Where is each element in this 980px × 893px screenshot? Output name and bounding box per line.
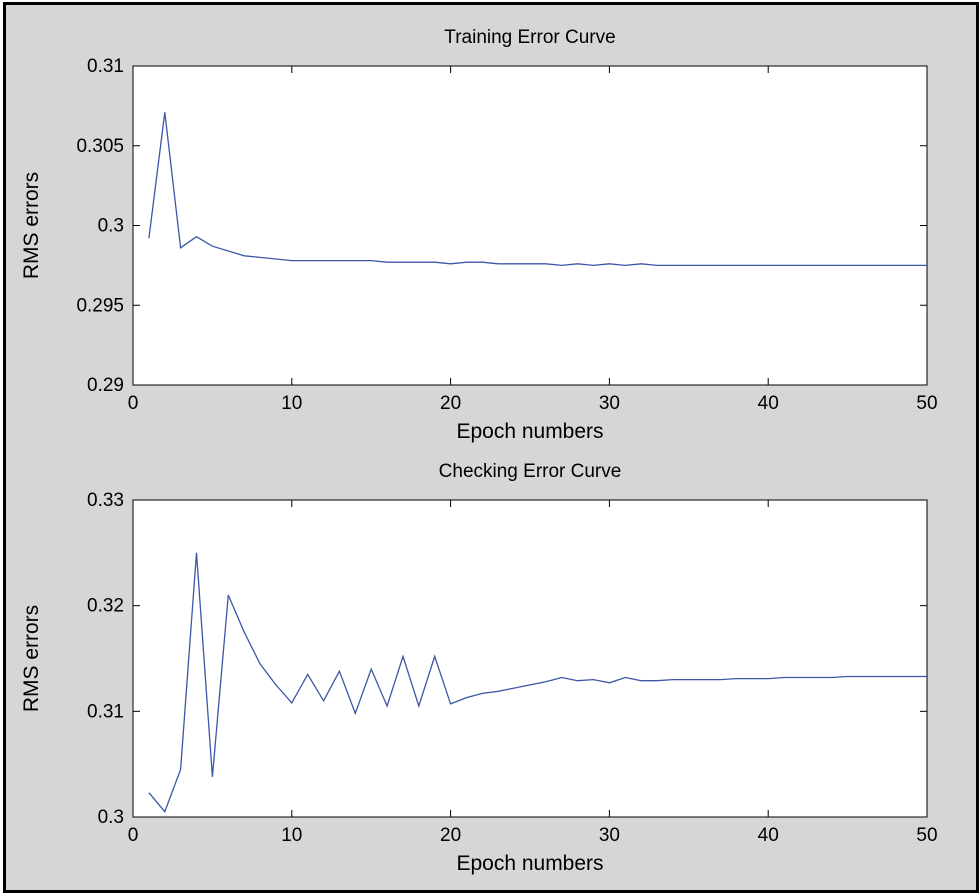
x-tick-label: 10 (281, 825, 302, 846)
y-tick-label: 0.32 (87, 596, 124, 617)
y-axis-label: RMS errors (20, 172, 43, 279)
y-tick-label: 0.295 (76, 295, 124, 316)
x-axis-label: Epoch numbers (456, 420, 603, 443)
series-line-1 (148, 552, 927, 813)
x-tick-label: 50 (916, 393, 937, 414)
figure-canvas: Training Error Curve 0 10 20 30 40 50 0.29 0.295… (20, 27, 938, 875)
x-tick-label: 20 (440, 825, 461, 846)
y-tick-label: 0.31 (87, 701, 124, 722)
x-tick-label: 20 (440, 393, 461, 414)
series-line-1 (148, 112, 927, 267)
x-tick-label: 40 (758, 393, 779, 414)
y-tick-label: 0.33 (87, 490, 124, 511)
y-tick-label: 0.3 (98, 216, 124, 237)
y-tick-label: 0.31 (87, 56, 124, 77)
x-tick-label: 30 (599, 393, 620, 414)
plot-area (132, 499, 928, 818)
x-tick-label: 0 (128, 393, 139, 414)
chart-2: Checking Error Curve 0 10 20 30 40 50 0.3 0.31 0.… (20, 461, 938, 875)
y-tick-label: 0.305 (76, 136, 124, 157)
plot-area (132, 65, 928, 386)
y-axis-label: RMS errors (20, 605, 43, 712)
x-tick-label: 40 (758, 825, 779, 846)
y-tick-label: 0.3 (98, 807, 124, 828)
x-tick-label: 30 (599, 825, 620, 846)
chart-title: Training Error Curve (444, 27, 615, 48)
figure-window: Training Error Curve 0 10 20 30 40 50 0.29 0.295… (3, 2, 979, 893)
chart-title: Checking Error Curve (439, 461, 622, 482)
x-axis-label: Epoch numbers (456, 852, 603, 875)
y-tick-label: 0.29 (87, 375, 124, 396)
x-tick-label: 50 (916, 825, 937, 846)
chart-1: Training Error Curve 0 10 20 30 40 50 0.29 0.295… (20, 27, 938, 443)
x-tick-label: 0 (128, 825, 139, 846)
x-tick-label: 10 (281, 393, 302, 414)
